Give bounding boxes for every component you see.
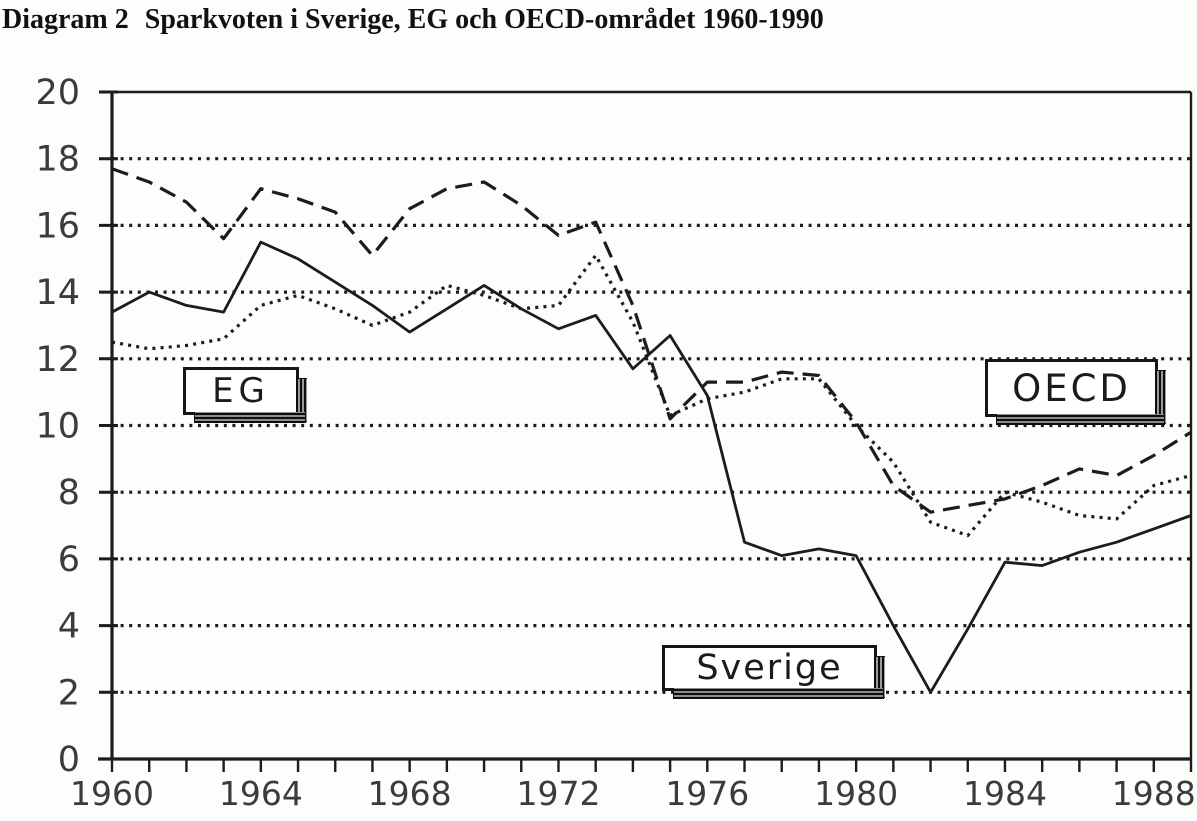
- diagram-title-text: Sparkvoten i Sverige, EG och OECD-område…: [144, 4, 824, 35]
- box-shadow-bottom: [194, 412, 306, 423]
- series-label-box-oecd: OECD: [985, 359, 1166, 425]
- series-label-oecd: OECD: [1012, 366, 1131, 410]
- box-shadow-bottom: [996, 414, 1165, 425]
- y-axis-tick-label: 8: [58, 473, 80, 513]
- y-axis-tick-label: 10: [35, 407, 80, 447]
- y-axis-tick-label: 12: [35, 340, 80, 380]
- y-axis-tick-label: 2: [58, 673, 80, 713]
- x-axis-tick-label: 1980: [814, 774, 898, 813]
- y-axis-tick-label: 0: [58, 740, 80, 780]
- series-label-box-sverige: Sverige: [662, 645, 885, 699]
- diagram-number: Diagram 2: [2, 4, 129, 35]
- page-title: Diagram 2 Sparkvoten i Sverige, EG och OE…: [2, 4, 1192, 36]
- y-axis-tick-label: 14: [35, 273, 80, 313]
- y-axis-tick-label: 20: [35, 73, 80, 113]
- box-shadow-bottom: [673, 688, 884, 699]
- x-axis-tick-label: 1988: [1112, 774, 1196, 813]
- x-axis-tick-label: 1976: [665, 774, 749, 813]
- y-axis-tick-label: 6: [58, 540, 80, 580]
- y-axis-tick-label: 4: [58, 607, 80, 647]
- series-label-box-eg: EG: [183, 367, 307, 423]
- y-axis-tick-label: 16: [35, 206, 80, 246]
- series-label-sverige: Sverige: [696, 648, 843, 688]
- series-line-sverige: [111, 240, 1192, 694]
- x-axis-tick-label: 1984: [963, 774, 1047, 813]
- x-axis-tick-label: 1972: [516, 774, 600, 813]
- x-axis-tick-label: 1968: [368, 774, 452, 813]
- series-label-eg: EG: [212, 371, 270, 411]
- x-axis-tick-label: 1960: [70, 774, 154, 813]
- series-line-eg: [111, 167, 1192, 514]
- y-axis-tick-label: 18: [35, 140, 80, 180]
- x-axis-tick-label: 1964: [219, 774, 303, 813]
